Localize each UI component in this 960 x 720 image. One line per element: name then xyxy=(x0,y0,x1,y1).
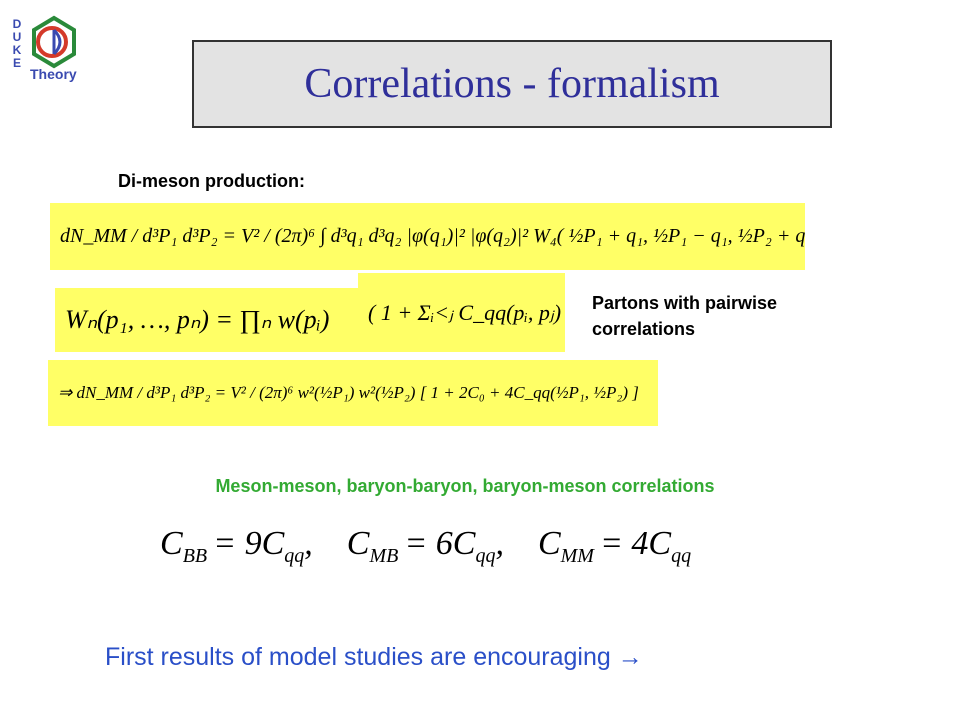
note-line: Partons with pairwise xyxy=(592,293,778,313)
equation: ⇒ dN_MM / d³P₁ d³P₂ = V² / (2π)⁶ w²(½P₁)… xyxy=(48,360,658,426)
relation: CMB = 6Cqq, xyxy=(346,525,504,567)
equals: = 4C xyxy=(599,525,672,562)
title-box: Correlations - formalism xyxy=(192,40,832,128)
equation: ( 1 + Σᵢ<ⱼ C_qq(pᵢ, pⱼ) ) xyxy=(358,273,565,352)
logo-mark xyxy=(32,15,76,69)
logo-label: Theory xyxy=(30,66,77,82)
logo-letter: U xyxy=(12,30,22,44)
title: Correlations - formalism xyxy=(304,61,720,107)
symbol: C xyxy=(346,525,370,562)
logo-letter: E xyxy=(12,56,21,70)
subscript: qq xyxy=(671,544,692,567)
relations: CBB = 9Cqq, CMB = 6Cqq, CMM = 4Cqq xyxy=(160,525,725,568)
separator: , xyxy=(304,525,313,562)
subscript: BB xyxy=(182,544,208,567)
equation: dN_MM / d³P₁ d³P₂ = V² / (2π)⁶ ∫ d³q₁ d³… xyxy=(50,203,805,270)
subscript: MM xyxy=(560,544,594,567)
logo-letter: D xyxy=(12,17,22,31)
section-heading: Di-meson production: xyxy=(118,171,305,191)
note: Partons with pairwise correlations xyxy=(592,290,777,342)
symbol: C xyxy=(160,525,183,562)
footer: First results of model studies are encou… xyxy=(105,643,643,671)
relation: CBB = 9Cqq, xyxy=(160,525,313,567)
logo-letter: K xyxy=(12,43,22,57)
equals: = 9C xyxy=(213,525,285,562)
subscript: MB xyxy=(369,544,399,567)
subscript: qq xyxy=(284,544,305,567)
separator: , xyxy=(495,525,504,562)
subscript: qq xyxy=(475,544,496,567)
subheading: Meson-meson, baryon-baryon, baryon-meson… xyxy=(215,476,715,496)
relation: CMM = 4Cqq xyxy=(537,525,691,567)
equals: = 6C xyxy=(404,525,476,562)
equation: Wₙ(p₁, …, pₙ) = ∏ₙ w(pᵢ) xyxy=(55,288,360,352)
symbol: C xyxy=(537,525,561,562)
note-line: correlations xyxy=(592,319,696,339)
